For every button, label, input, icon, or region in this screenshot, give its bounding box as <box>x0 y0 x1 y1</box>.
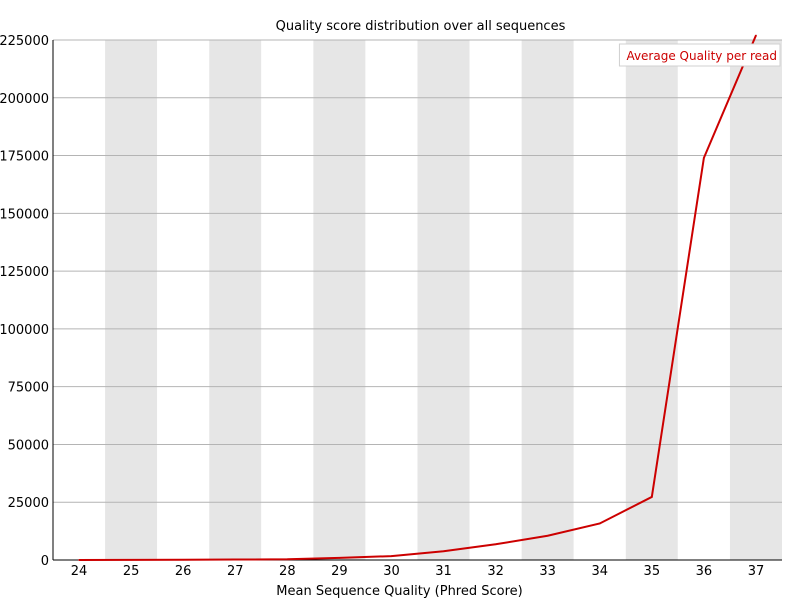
band-37 <box>729 40 782 560</box>
y-tick-label: 0 <box>41 554 49 569</box>
x-tick-label: 34 <box>591 564 608 579</box>
x-tick-label: 30 <box>383 564 400 579</box>
x-tick-label: 28 <box>279 564 296 579</box>
band-24 <box>53 40 106 560</box>
data-point <box>442 550 445 553</box>
x-tick-label: 33 <box>539 564 556 579</box>
x-tick-label: 26 <box>175 564 192 579</box>
x-tick-label: 31 <box>435 564 452 579</box>
x-tick-label: 25 <box>123 564 140 579</box>
series-line-0 <box>79 34 757 561</box>
x-tick-label: 29 <box>331 564 348 579</box>
data-point <box>390 555 393 557</box>
band-28 <box>261 40 314 560</box>
band-34 <box>573 40 626 560</box>
band-25 <box>105 40 158 560</box>
x-axis-title: Mean Sequence Quality (Phred Score) <box>276 584 522 599</box>
band-31 <box>417 40 470 560</box>
band-36 <box>677 40 730 560</box>
data-point <box>130 559 132 561</box>
y-tick-label: 200000 <box>0 92 49 107</box>
x-tick-label: 27 <box>227 564 244 579</box>
data-point <box>234 558 237 561</box>
x-tick-label: 32 <box>487 564 504 579</box>
data-point <box>78 559 80 561</box>
series-lines <box>78 34 757 561</box>
legend-entry-average-quality: Average Quality per read <box>626 49 777 63</box>
x-tick-label: 24 <box>71 564 88 579</box>
chart-title: Quality score distribution over all sequ… <box>276 19 566 34</box>
band-32 <box>469 40 522 560</box>
band-29 <box>313 40 366 560</box>
y-tick-label: 75000 <box>8 381 49 396</box>
gridlines <box>53 39 782 503</box>
band-27 <box>209 40 262 560</box>
x-tick-label: 35 <box>644 564 661 579</box>
band-33 <box>521 40 574 560</box>
y-tick-label: 175000 <box>0 150 49 165</box>
data-point <box>755 34 757 37</box>
data-point <box>494 543 497 546</box>
x-tick-labels: 24 25 26 27 28 29 30 31 32 33 34 35 36 37 <box>71 564 764 579</box>
legend-box <box>618 43 781 67</box>
background-bands <box>53 40 782 560</box>
data-point <box>651 496 653 498</box>
data-point <box>182 558 184 561</box>
band-30 <box>365 40 418 560</box>
y-tick-label: 50000 <box>8 438 49 453</box>
x-tick-label: 37 <box>748 564 765 579</box>
band-26 <box>157 40 210 560</box>
data-point <box>546 534 549 537</box>
band-35 <box>625 40 678 560</box>
y-tick-label: 25000 <box>8 496 49 511</box>
data-point <box>286 558 289 561</box>
data-point <box>338 557 341 559</box>
data-point <box>703 157 705 159</box>
y-tick-labels: 0 25000 50000 75000 100000 125000 150000 175000… <box>0 34 49 569</box>
y-tick-label: 225000 <box>0 34 49 49</box>
data-point <box>598 522 601 525</box>
y-tick-label: 150000 <box>0 207 49 222</box>
y-tick-label: 100000 <box>0 323 49 338</box>
x-tick-label: 36 <box>696 564 713 579</box>
legend: Average Quality per read <box>618 43 781 67</box>
y-tick-label: 125000 <box>0 265 49 280</box>
